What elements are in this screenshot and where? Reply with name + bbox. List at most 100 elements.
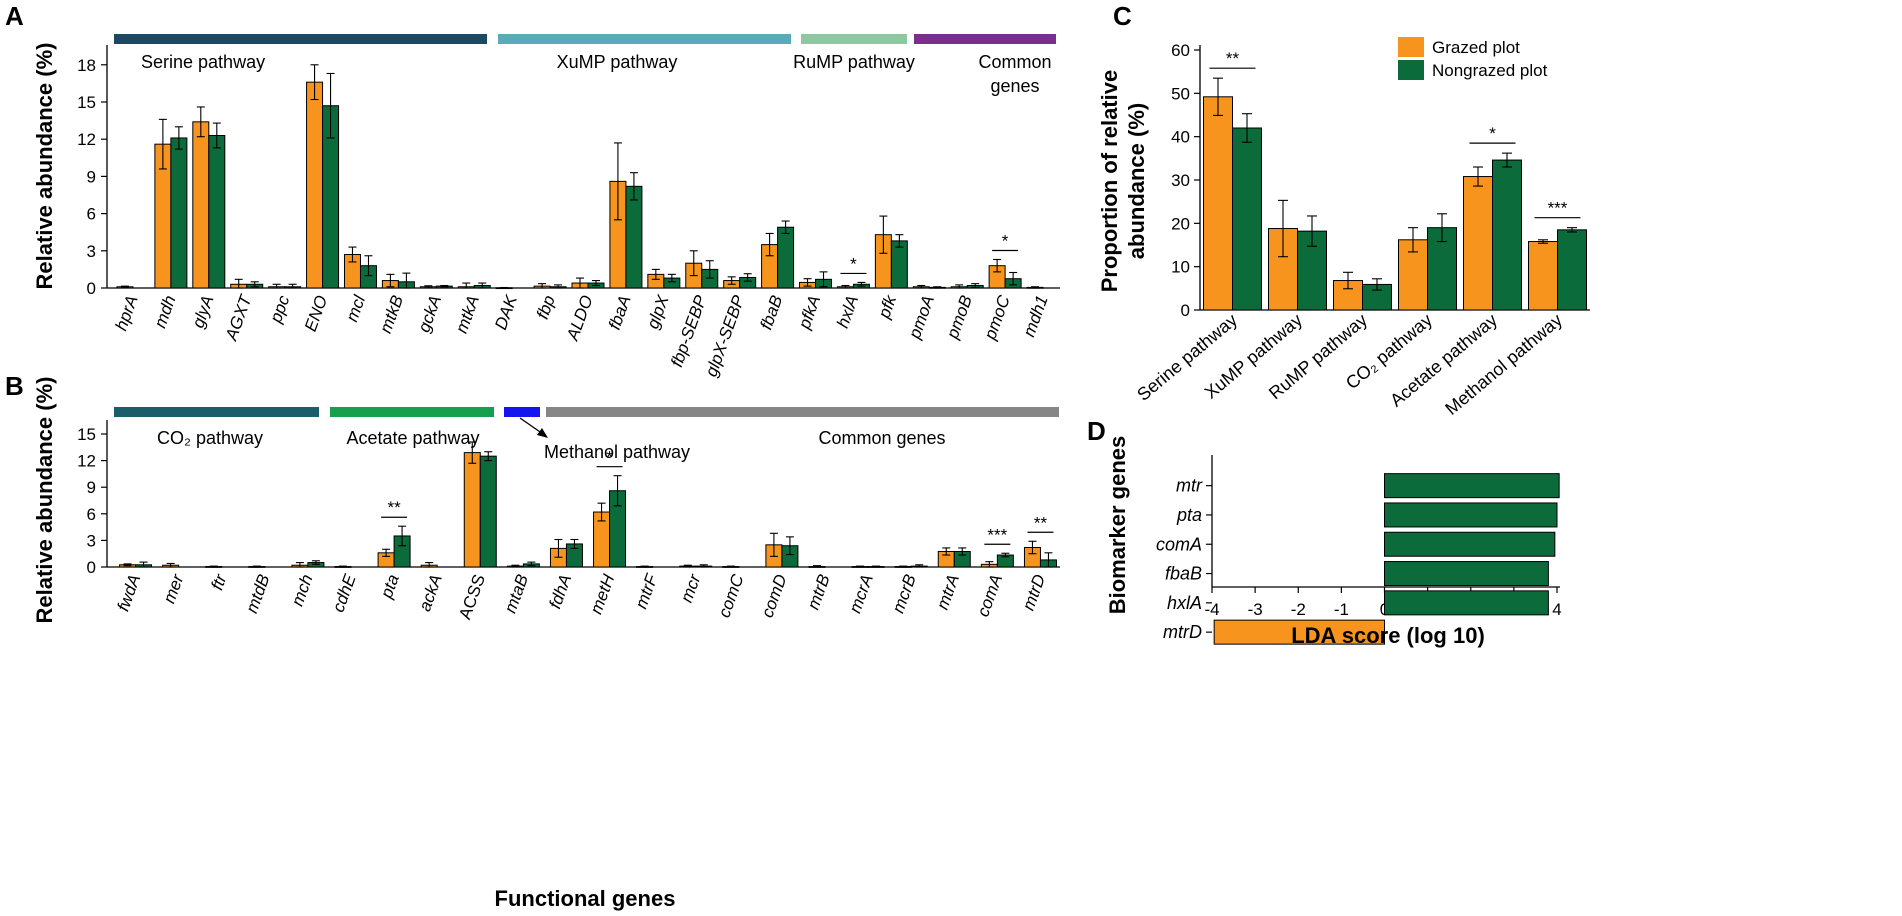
x-tick-label-hpra: hprA xyxy=(112,293,142,333)
y-tick-label: 12 xyxy=(77,452,96,471)
y-tick-label-hxla: hxlA xyxy=(1167,593,1202,613)
bar-grazed-plot-glya xyxy=(192,121,210,289)
x-tick-label-mtra: mtrA xyxy=(933,572,963,612)
x-tick-label-glpx-sebp: glpX-SEBP xyxy=(701,292,748,379)
y-tick-label: 6 xyxy=(87,205,96,224)
bar-grazed-plot-acetate-pathway xyxy=(1463,176,1493,311)
x-tick-label-agxt: AGXT xyxy=(221,291,256,343)
x-tick-label-glpx: glpX xyxy=(643,292,673,331)
pathway-label-acetate: Acetate pathway xyxy=(346,428,479,448)
pathway-band-co-pathway xyxy=(114,407,319,417)
x-tick-label-mdh: mdh xyxy=(150,293,179,331)
bar-grazed-plot-serine-pathway xyxy=(1203,96,1233,311)
x-tick-label-mch: mch xyxy=(288,572,317,609)
pathway-band-acetate-pathway xyxy=(330,407,494,417)
x-tick-label-glya: glyA xyxy=(188,293,217,331)
x-tick-label-fdha: fdhA xyxy=(545,572,575,611)
x-tick-label-mcr: mcr xyxy=(677,571,705,605)
pathway-label-common: Common genes xyxy=(818,428,945,448)
y-tick-label: 20 xyxy=(1171,214,1190,233)
x-tick-label-hxla: hxlA xyxy=(833,293,862,331)
bar-nongrazed-plot-glya xyxy=(208,134,226,289)
pathway-label-common: Common xyxy=(978,52,1051,72)
bar-grazed-plot-acss xyxy=(463,452,481,568)
x-tick-label-ftr: ftr xyxy=(207,571,230,593)
x-tick-label-fbab: fbaB xyxy=(757,293,787,332)
x-tick-label-comc: comC xyxy=(715,571,748,620)
panel-label: A xyxy=(5,1,24,31)
y-tick-label-mtrd: mtrD xyxy=(1163,622,1202,642)
x-tick-label-acss: ACSS xyxy=(455,572,489,622)
y-axis-title: Relative abundance (%) xyxy=(32,377,57,624)
bar-grazed-plot-methanol-pathway xyxy=(1528,241,1558,311)
x-tick-label: -2 xyxy=(1291,600,1306,619)
pathway-label-co2: CO₂ pathway xyxy=(157,428,263,448)
pathway-label-serine-pathway: Serine pathway xyxy=(141,52,265,72)
x-tick-label-mtab: mtaB xyxy=(501,572,532,616)
bar-nongrazed-plot-serine-pathway xyxy=(1232,127,1262,311)
y-tick-label: 3 xyxy=(87,242,96,261)
x-tick-label-mtrf: mtrF xyxy=(632,570,662,611)
legend-swatch-grazed xyxy=(1398,37,1424,57)
significance-mark: *** xyxy=(1548,199,1568,218)
y-axis-title: Biomarker genes xyxy=(1105,436,1130,615)
x-axis-title: LDA score (log 10) xyxy=(1291,623,1485,648)
significance-mark: * xyxy=(1002,231,1009,250)
panel-label: D xyxy=(1087,416,1106,446)
arrow-line xyxy=(519,417,544,435)
legend-swatch-nongrazed xyxy=(1398,60,1424,80)
x-tick-label-pfka: pfkA xyxy=(794,293,824,332)
lda-bar-hxla xyxy=(1384,590,1549,616)
y-tick-label: 0 xyxy=(87,558,96,577)
pathway-band-common-genes xyxy=(546,407,1059,417)
y-tick-label: 3 xyxy=(87,531,96,550)
significance-mark: * xyxy=(1489,124,1496,143)
bar-nongrazed-plot-pfk xyxy=(890,240,908,289)
significance-mark: ** xyxy=(387,498,401,517)
pathway-band-serine-pathway xyxy=(114,34,487,44)
y-tick-label: 15 xyxy=(77,425,96,444)
y-tick-label: 50 xyxy=(1171,84,1190,103)
legend-label-nongrazed: Nongrazed plot xyxy=(1432,61,1548,80)
x-tick-label-pta: pta xyxy=(377,572,403,602)
x-tick-label-cdhe: cdhE xyxy=(329,571,360,615)
bar-nongrazed-plot-acetate-pathway xyxy=(1492,159,1522,311)
arrow-head xyxy=(537,428,548,438)
x-tick-label-fwda: fwdA xyxy=(114,572,145,614)
x-tick-label-meth: metH xyxy=(587,571,619,616)
y-tick-label: 6 xyxy=(87,505,96,524)
y-axis-title: Relative abundance (%) xyxy=(32,43,57,290)
bar-grazed-plot-eno xyxy=(306,81,324,289)
bar-nongrazed-plot-mdh xyxy=(170,137,188,289)
y-tick-label: 40 xyxy=(1171,128,1190,147)
x-tick-label-mtdb: mtdB xyxy=(242,572,273,616)
x-tick-label: -3 xyxy=(1248,600,1263,619)
y-axis-title-line2: abundance (%) xyxy=(1124,103,1149,259)
x-tick-label: -4 xyxy=(1204,600,1219,619)
significance-mark: * xyxy=(606,448,613,467)
x-tick-label-aldo: ALDO xyxy=(563,293,597,344)
pathway-label-rump-pathway: RuMP pathway xyxy=(793,52,915,72)
x-tick-label-eno: ENO xyxy=(301,293,331,334)
x-tick-label-comd: comD xyxy=(758,572,791,620)
lda-bar-mtrd xyxy=(1213,619,1385,645)
y-tick-label: 0 xyxy=(1181,301,1190,320)
y-tick-label: 15 xyxy=(77,93,96,112)
y-tick-label-coma: comA xyxy=(1156,534,1202,554)
significance-mark: *** xyxy=(987,525,1007,544)
x-tick-label-coma: comA xyxy=(973,572,1006,619)
x-tick-label-mcrb: mcrB xyxy=(889,572,920,616)
x-tick-label: -1 xyxy=(1334,600,1349,619)
y-tick-label: 9 xyxy=(87,478,96,497)
pathway-band-rump-pathway xyxy=(801,34,907,44)
x-tick-label-mtka: mtkA xyxy=(452,293,483,336)
lda-bar-pta xyxy=(1384,502,1558,528)
x-tick-label-mcra: mcrA xyxy=(845,572,876,616)
lda-bar-mtr xyxy=(1384,473,1560,499)
x-tick-label-ppc: ppc xyxy=(266,292,294,326)
pathway-label-methanol: Methanol pathway xyxy=(544,442,690,462)
pathway-band-methanol-pathway xyxy=(504,407,540,417)
x-tick-label-mtkb: mtkB xyxy=(376,293,407,336)
